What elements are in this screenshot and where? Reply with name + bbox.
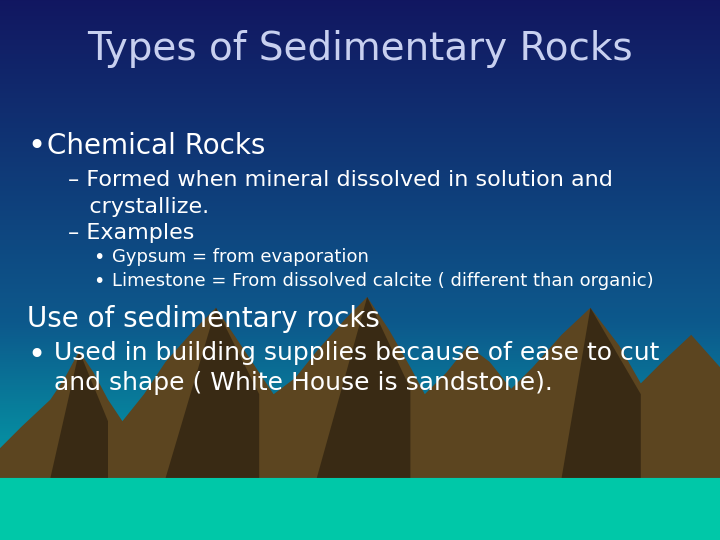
Polygon shape [50,351,108,478]
Polygon shape [562,308,641,478]
Text: crystallize.: crystallize. [68,197,210,217]
Text: Chemical Rocks: Chemical Rocks [47,132,265,160]
Text: and shape ( White House is sandstone).: and shape ( White House is sandstone). [54,371,553,395]
Text: – Examples: – Examples [68,223,195,243]
Text: •: • [27,341,45,370]
Text: Use of sedimentary rocks: Use of sedimentary rocks [27,305,380,333]
Bar [0,478,720,540]
Text: Gypsum = from evaporation: Gypsum = from evaporation [112,248,369,266]
Text: •: • [94,248,105,267]
Polygon shape [0,297,720,478]
Text: Limestone = From dissolved calcite ( different than organic): Limestone = From dissolved calcite ( dif… [112,272,653,290]
Text: •: • [94,272,105,291]
Polygon shape [166,308,259,478]
Text: Types of Sedimentary Rocks: Types of Sedimentary Rocks [87,30,633,68]
Text: •: • [27,132,45,161]
Text: Used in building supplies because of ease to cut: Used in building supplies because of eas… [54,341,660,365]
Polygon shape [317,297,410,478]
Text: – Formed when mineral dissolved in solution and: – Formed when mineral dissolved in solut… [68,170,613,190]
